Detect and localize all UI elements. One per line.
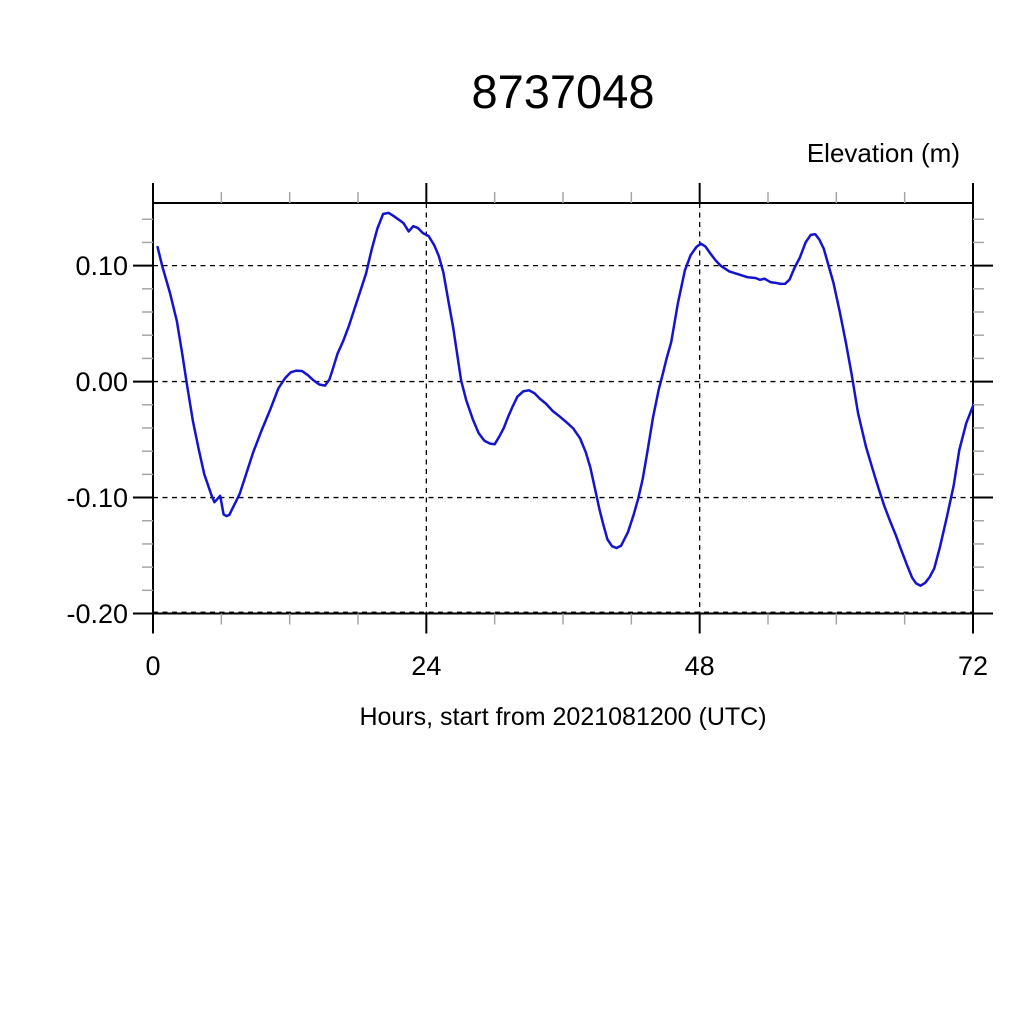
y-tick-label: -0.10	[66, 482, 128, 513]
y-tick-label: 0.10	[75, 250, 128, 281]
elevation-series-line	[156, 211, 975, 587]
chart-title: 8737048	[471, 65, 655, 118]
plot-frame	[152, 202, 974, 615]
x-tick-label: 72	[957, 651, 989, 681]
x-tick-label: 24	[411, 651, 442, 681]
x-axis-title: Hours, start from 2021081200 (UTC)	[359, 703, 767, 731]
x-tick-label: 0	[145, 651, 161, 681]
x-tick-label: 48	[684, 651, 715, 681]
y-axis-title: Elevation (m)	[806, 138, 960, 168]
y-tick-label: -0.20	[66, 598, 128, 629]
y-tick-label: 0.00	[75, 366, 128, 397]
